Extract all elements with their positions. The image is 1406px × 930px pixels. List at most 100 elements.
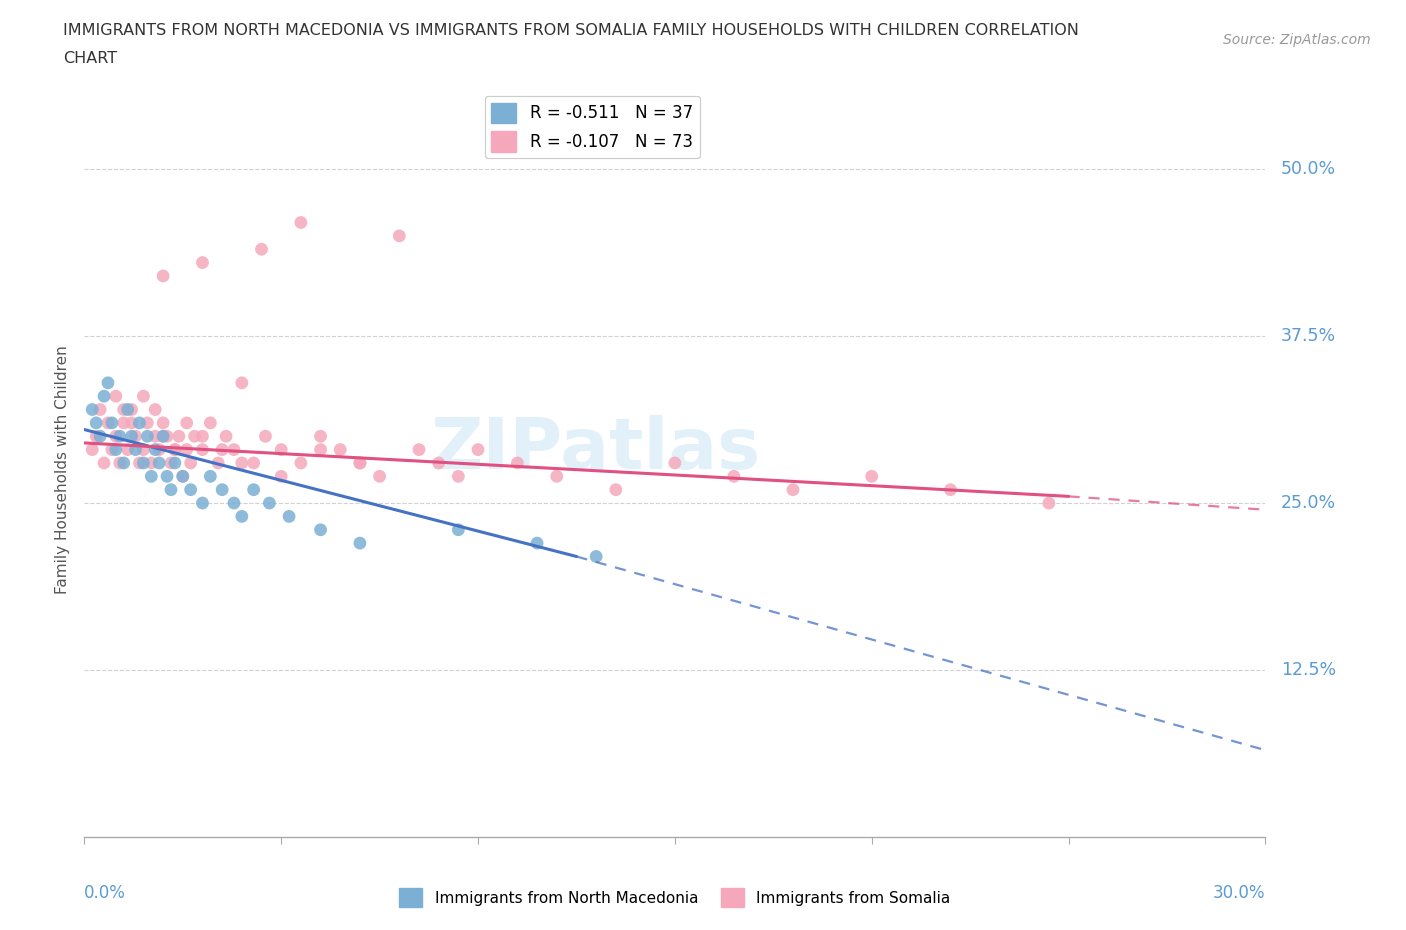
Point — [108, 456, 131, 471]
Point — [270, 442, 292, 457]
Point — [349, 456, 371, 471]
Text: Source: ZipAtlas.com: Source: ZipAtlas.com — [1223, 33, 1371, 46]
Point — [97, 376, 120, 391]
Text: 50.0%: 50.0% — [1281, 160, 1336, 178]
Text: 37.5%: 37.5% — [1281, 327, 1336, 345]
Point — [108, 429, 131, 444]
Point — [117, 442, 139, 457]
Point — [585, 549, 607, 564]
Point — [329, 442, 352, 457]
Point — [270, 469, 292, 484]
Point — [176, 416, 198, 431]
Point — [141, 469, 163, 484]
Point — [723, 469, 745, 484]
Point — [309, 429, 332, 444]
Point — [104, 429, 127, 444]
Point — [93, 389, 115, 404]
Point — [231, 509, 253, 524]
Point — [349, 536, 371, 551]
Point — [112, 402, 135, 417]
Point — [104, 442, 127, 457]
Point — [101, 442, 124, 457]
Text: 12.5%: 12.5% — [1281, 661, 1336, 679]
Point — [132, 442, 155, 457]
Point — [180, 483, 202, 498]
Point — [427, 456, 450, 471]
Point — [176, 442, 198, 457]
Point — [664, 456, 686, 471]
Point — [207, 456, 229, 471]
Point — [148, 456, 170, 471]
Point — [368, 469, 391, 484]
Point — [160, 483, 183, 498]
Point — [163, 442, 186, 457]
Point — [191, 442, 214, 457]
Point — [290, 456, 312, 471]
Point — [860, 469, 883, 484]
Point — [84, 416, 107, 431]
Text: 30.0%: 30.0% — [1213, 884, 1265, 902]
Point — [136, 429, 159, 444]
Point — [143, 429, 166, 444]
Point — [408, 442, 430, 457]
Point — [104, 389, 127, 404]
Point — [152, 269, 174, 284]
Point — [172, 469, 194, 484]
Point — [121, 402, 143, 417]
Y-axis label: Family Households with Children: Family Households with Children — [55, 345, 70, 594]
Point — [349, 456, 371, 471]
Point — [200, 469, 222, 484]
Legend: Immigrants from North Macedonia, Immigrants from Somalia: Immigrants from North Macedonia, Immigra… — [394, 883, 956, 913]
Point — [124, 442, 146, 457]
Point — [152, 429, 174, 444]
Point — [148, 442, 170, 457]
Text: ZIPatlas: ZIPatlas — [432, 415, 761, 485]
Text: 0.0%: 0.0% — [84, 884, 127, 902]
Point — [278, 509, 301, 524]
Point — [222, 496, 245, 511]
Point — [231, 456, 253, 471]
Point — [939, 483, 962, 498]
Point — [112, 456, 135, 471]
Point — [222, 442, 245, 457]
Point — [191, 429, 214, 444]
Point — [447, 469, 470, 484]
Point — [163, 442, 186, 457]
Point — [156, 469, 179, 484]
Point — [242, 483, 264, 498]
Text: IMMIGRANTS FROM NORTH MACEDONIA VS IMMIGRANTS FROM SOMALIA FAMILY HOUSEHOLDS WIT: IMMIGRANTS FROM NORTH MACEDONIA VS IMMIG… — [63, 23, 1080, 38]
Point — [447, 523, 470, 538]
Point — [121, 416, 143, 431]
Point — [84, 429, 107, 444]
Point — [112, 416, 135, 431]
Text: 25.0%: 25.0% — [1281, 494, 1336, 512]
Point — [254, 429, 277, 444]
Point — [143, 442, 166, 457]
Point — [128, 456, 150, 471]
Point — [89, 429, 111, 444]
Point — [231, 376, 253, 391]
Point — [259, 496, 281, 511]
Point — [82, 442, 104, 457]
Point — [156, 429, 179, 444]
Point — [1038, 496, 1060, 511]
Text: CHART: CHART — [63, 51, 117, 66]
Point — [191, 255, 214, 270]
Point — [117, 402, 139, 417]
Point — [782, 483, 804, 498]
Point — [211, 483, 233, 498]
Point — [242, 456, 264, 471]
Point — [546, 469, 568, 484]
Point — [132, 389, 155, 404]
Point — [183, 429, 205, 444]
Point — [82, 402, 104, 417]
Point — [152, 429, 174, 444]
Point — [506, 456, 529, 471]
Point — [290, 215, 312, 230]
Point — [167, 429, 190, 444]
Point — [152, 416, 174, 431]
Point — [124, 429, 146, 444]
Point — [89, 402, 111, 417]
Point — [172, 469, 194, 484]
Point — [180, 456, 202, 471]
